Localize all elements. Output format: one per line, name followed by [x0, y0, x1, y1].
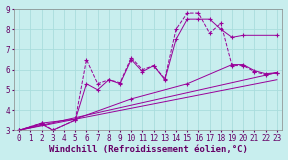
X-axis label: Windchill (Refroidissement éolien,°C): Windchill (Refroidissement éolien,°C) — [49, 145, 247, 154]
